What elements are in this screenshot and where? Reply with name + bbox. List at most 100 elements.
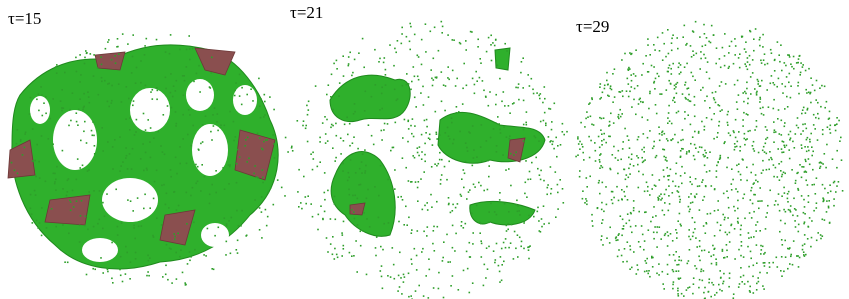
particle	[433, 287, 435, 289]
particle	[663, 156, 665, 158]
patch	[45, 195, 90, 225]
particle	[802, 64, 804, 66]
particle	[668, 185, 670, 187]
particle	[727, 111, 729, 113]
particle	[254, 199, 256, 201]
particle	[784, 146, 786, 148]
particle	[62, 150, 64, 152]
particle	[508, 168, 510, 170]
particle	[719, 230, 721, 232]
particle	[173, 233, 175, 235]
particle	[467, 268, 469, 270]
particle	[344, 124, 346, 126]
particle	[765, 228, 767, 230]
particle	[424, 205, 426, 207]
particle	[385, 84, 387, 86]
particle	[129, 117, 131, 119]
particle	[363, 212, 365, 214]
particle	[97, 223, 99, 225]
particle	[383, 62, 385, 64]
particle	[736, 101, 738, 103]
particle	[267, 216, 269, 218]
particle	[67, 180, 69, 182]
particle	[305, 125, 307, 127]
particle	[797, 117, 799, 119]
particle	[740, 276, 742, 278]
particle	[261, 148, 263, 150]
particle	[441, 21, 443, 23]
particle	[469, 256, 471, 258]
particle	[119, 269, 121, 271]
particle	[667, 140, 669, 142]
particle	[261, 211, 263, 213]
particle	[125, 147, 127, 149]
particle	[768, 159, 770, 161]
particle	[581, 144, 583, 146]
particle	[364, 172, 366, 174]
particle	[659, 50, 661, 52]
particle	[67, 262, 69, 264]
particle	[737, 218, 739, 220]
particle	[715, 102, 717, 104]
particle	[539, 174, 541, 176]
particle	[343, 75, 345, 77]
particle	[552, 144, 554, 146]
particle	[429, 134, 431, 136]
particle	[759, 97, 761, 99]
particle	[668, 195, 670, 197]
particle	[76, 71, 78, 73]
particle	[101, 64, 103, 66]
particle	[804, 123, 806, 125]
particle	[78, 109, 80, 111]
particle	[324, 192, 326, 194]
particle	[678, 295, 680, 297]
particle	[186, 163, 188, 165]
particle	[586, 200, 588, 202]
particle	[83, 107, 85, 109]
particle	[473, 157, 475, 159]
particle	[101, 81, 103, 83]
particle	[523, 248, 525, 250]
particle	[671, 123, 673, 125]
particle	[431, 166, 433, 168]
particle	[601, 144, 603, 146]
particle	[406, 224, 408, 226]
particle	[298, 206, 300, 208]
particle	[466, 251, 468, 253]
particle	[774, 59, 776, 61]
particle	[324, 116, 326, 118]
particle	[327, 190, 329, 192]
particle	[686, 153, 688, 155]
particle	[500, 256, 502, 258]
particle	[820, 106, 822, 108]
particle	[751, 217, 753, 219]
particle	[788, 54, 790, 56]
particle	[703, 24, 705, 26]
particle	[506, 230, 508, 232]
particle	[397, 98, 399, 100]
particle	[233, 121, 235, 123]
particle	[236, 163, 238, 165]
particle	[537, 168, 539, 170]
particle	[716, 170, 718, 172]
particle	[747, 246, 749, 248]
particle	[324, 211, 326, 213]
particle	[693, 283, 695, 285]
particle	[775, 167, 777, 169]
particle	[677, 293, 679, 295]
particle	[187, 263, 189, 265]
particle	[792, 264, 794, 266]
particle	[214, 107, 216, 109]
particle	[603, 117, 605, 119]
particle	[201, 164, 203, 166]
particle	[733, 293, 735, 295]
particle	[778, 109, 780, 111]
particle	[631, 232, 633, 234]
particle	[106, 193, 108, 195]
particle	[216, 121, 218, 123]
particle	[659, 93, 661, 95]
particle	[411, 259, 413, 261]
particle	[152, 89, 154, 91]
particle	[287, 151, 289, 153]
particle	[499, 271, 501, 273]
